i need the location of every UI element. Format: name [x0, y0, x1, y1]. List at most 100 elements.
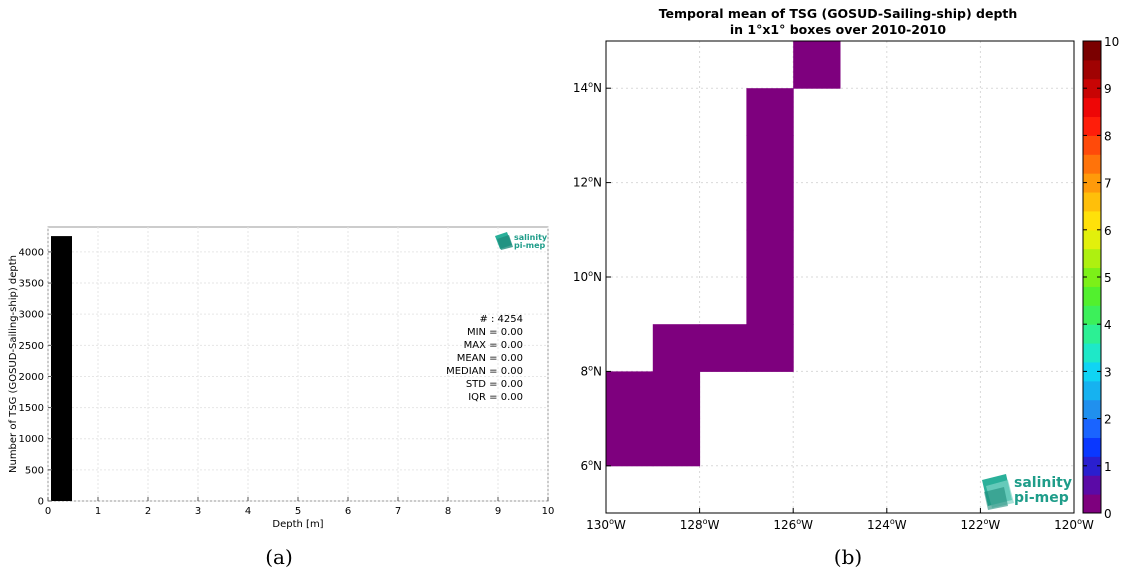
tick-number: 130	[586, 518, 609, 532]
tick-hemisphere: W	[988, 518, 1000, 532]
colorbar-segment	[1083, 475, 1101, 495]
colorbar-segment	[1083, 399, 1101, 420]
colorbar-tick-label: 9	[1104, 82, 1112, 96]
colorbar-segment	[1083, 494, 1101, 514]
colorbar-segment	[1083, 229, 1101, 250]
colorbar-segment	[1083, 210, 1101, 231]
colorbar-tick-label: 4	[1104, 318, 1112, 332]
degree-sign: o	[890, 517, 895, 526]
map-longitude-tick-label: 128oW	[680, 517, 720, 532]
colorbar-segment	[1083, 324, 1101, 344]
map-latitude-tick-label: 14oN	[573, 80, 602, 95]
tick-hemisphere: N	[593, 176, 602, 190]
histogram-x-tick-label: 8	[445, 506, 451, 517]
tick-hemisphere: W	[1082, 518, 1094, 532]
stat-max: MAX = 0.00	[464, 340, 523, 351]
histogram-x-tick-label: 9	[495, 506, 501, 517]
map-grid-cell	[746, 277, 794, 325]
map-latitude-tick-label: 12oN	[573, 175, 602, 190]
map-logo-waves-icon	[982, 474, 1014, 510]
degree-sign: o	[609, 517, 614, 526]
histogram-x-tick-label: 0	[45, 506, 51, 517]
map-grid-cell	[652, 418, 701, 467]
panel-a-caption: (a)	[265, 545, 293, 569]
map-grid-cell	[746, 182, 794, 231]
map-longitude-tick-label: 122oW	[961, 517, 1001, 532]
tick-hemisphere: N	[593, 459, 602, 473]
tick-hemisphere: W	[614, 518, 626, 532]
stat-iqr: IQR = 0.00	[468, 392, 523, 403]
map-latitude-tick-label: 8oN	[580, 363, 602, 378]
tick-hemisphere: N	[593, 364, 602, 378]
tick-number: 122	[961, 518, 984, 532]
tick-number: 126	[773, 518, 796, 532]
tick-number: 120	[1054, 518, 1077, 532]
tick-number: 10	[573, 270, 588, 284]
degree-sign: o	[703, 517, 708, 526]
histogram-y-ticks: 0 500 1000 1500 2000 2500 3000 3500 4000	[19, 247, 52, 508]
panel-b-caption: (b)	[834, 545, 862, 569]
colorbar-segment	[1083, 248, 1101, 269]
colorbar-segment	[1083, 343, 1101, 363]
colorbar-tick-label: 1	[1104, 460, 1112, 474]
map-panel: Temporal mean of TSG (GOSUD-Sailing-ship…	[573, 6, 1119, 569]
map-grid-cell	[652, 371, 701, 420]
histogram-stats: # : 4254 MIN = 0.00 MAX = 0.00 MEAN = 0.…	[446, 314, 523, 403]
colorbar-segment	[1083, 59, 1101, 80]
colorbar-tick-label: 2	[1104, 413, 1112, 427]
map-logo-text-top: salinity	[1014, 475, 1072, 491]
degree-sign: o	[1077, 517, 1082, 526]
histogram-y-tick-label: 2000	[19, 372, 44, 383]
tick-number: 14	[573, 81, 588, 95]
tick-number: 12	[573, 176, 588, 190]
stat-count: # : 4254	[479, 314, 523, 325]
degree-sign: o	[983, 517, 988, 526]
stat-min: MIN = 0.00	[467, 327, 523, 338]
histogram-y-axis-label: Number of TSG (GOSUD-Sailing-ship) depth	[8, 255, 19, 473]
colorbar-segment	[1083, 78, 1101, 99]
map-salinity-pimep-logo: salinity pi-mep	[982, 474, 1072, 510]
tick-hemisphere: N	[593, 270, 602, 284]
colorbar-segment	[1083, 361, 1101, 382]
colorbar-segment	[1083, 456, 1101, 476]
logo-waves-icon	[495, 232, 513, 250]
tick-hemisphere: N	[593, 81, 602, 95]
histogram-x-axis-label: Depth [m]	[272, 519, 323, 530]
colorbar	[1082, 40, 1102, 514]
histogram-x-tick-label: 4	[245, 506, 251, 517]
map-latitude-tick-label: 10oN	[573, 269, 602, 284]
map-cells	[606, 41, 841, 467]
degree-sign: o	[588, 458, 593, 467]
tick-hemisphere: W	[801, 518, 813, 532]
colorbar-tick-label: 5	[1104, 271, 1112, 285]
colorbar-tick-label: 8	[1104, 129, 1112, 143]
colorbar-tick-label: 3	[1104, 365, 1112, 379]
map-grid-cell	[606, 418, 654, 467]
colorbar-segment	[1083, 418, 1101, 438]
colorbar-ticks: 0 1 2 3 4 5 6 7 8 9 10	[1083, 35, 1119, 521]
map-grid-cell	[746, 324, 794, 372]
map-grid-cell	[746, 229, 794, 278]
map-grid-cell	[746, 88, 794, 136]
degree-sign: o	[588, 363, 593, 372]
colorbar-segment	[1083, 173, 1101, 193]
histogram-panel: 0 1 2 3 4 5 6 7 8 9 10 0 500 1000 1500 2000 2500 3000 350…	[8, 226, 555, 569]
map-grid-cell	[746, 135, 794, 184]
colorbar-segment	[1083, 135, 1101, 155]
map-title-line-1: Temporal mean of TSG (GOSUD-Sailing-ship…	[659, 6, 1018, 21]
histogram-y-tick-label: 3000	[19, 310, 44, 321]
histogram-x-tick-label: 6	[345, 506, 351, 517]
colorbar-tick-label: 0	[1104, 507, 1112, 521]
tick-number: 124	[867, 518, 890, 532]
histogram-y-tick-label: 1000	[19, 434, 44, 445]
colorbar-segment	[1083, 437, 1101, 457]
colorbar-tick-label: 6	[1104, 224, 1112, 238]
map-grid-cell	[699, 324, 747, 372]
histogram-y-tick-label: 3500	[19, 279, 44, 290]
colorbar-segment	[1083, 154, 1101, 174]
histogram-x-tick-label: 10	[542, 506, 555, 517]
colorbar-segment	[1083, 192, 1101, 212]
map-longitude-tick-label: 120oW	[1054, 517, 1094, 532]
histogram-y-tick-label: 0	[38, 497, 44, 508]
